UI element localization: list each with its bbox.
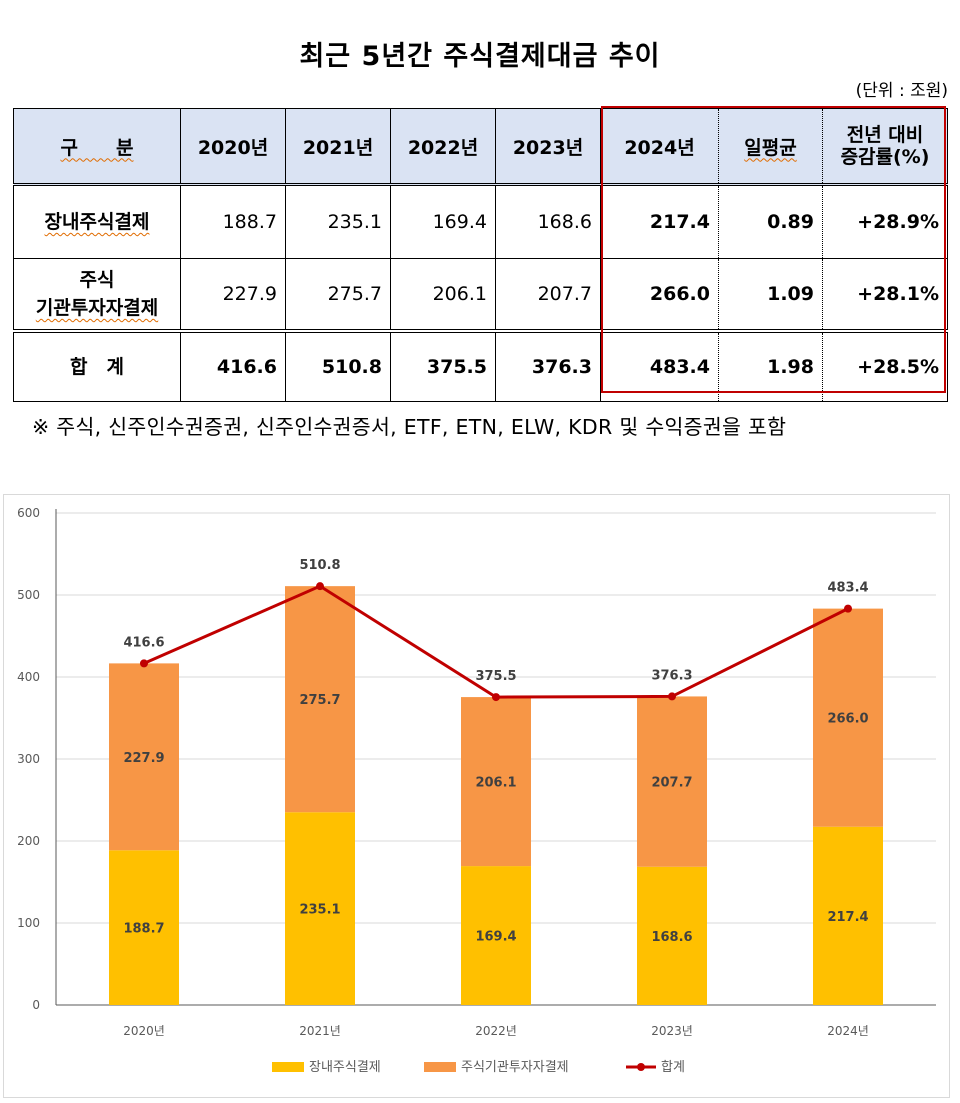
header-year: 2021년 <box>285 108 391 185</box>
footnote: ※ 주식, 신주인수권증권, 신주인수권증서, ETF, ETN, ELW, K… <box>32 415 787 439</box>
data-label: 227.9 <box>123 751 164 766</box>
y-tick-label: 100 <box>17 916 40 930</box>
y-tick-label: 300 <box>17 752 40 766</box>
cell-value: 217.4 <box>600 183 719 259</box>
cell-daily-avg: 0.89 <box>718 183 823 259</box>
x-tick-label: 2022년 <box>475 1024 517 1038</box>
table-row: 장내주식결제 188.7 235.1 169.4 168.6 217.4 0.8… <box>13 183 948 259</box>
bar-segment-institutional <box>461 697 531 867</box>
unit-label: (단위 : 조원) <box>855 81 948 101</box>
total-data-label: 375.5 <box>475 669 516 684</box>
bar-segment-jangnae <box>285 812 355 1005</box>
legend-swatch <box>272 1062 304 1072</box>
cell-value: 376.3 <box>495 329 601 402</box>
total-point <box>140 659 148 668</box>
y-tick-label: 600 <box>17 506 40 520</box>
stats-table: 구 분 2020년 2021년 2022년 2023년 2024년 일평균 전년… <box>13 108 948 402</box>
cell-yoy: +28.5% <box>822 329 948 402</box>
data-label: 207.7 <box>651 776 692 791</box>
cell-value: 188.7 <box>180 183 286 259</box>
header-yoy: 전년 대비 증감률(%) <box>822 108 948 185</box>
y-tick-label: 500 <box>17 588 40 602</box>
cell-value: 227.9 <box>180 258 286 332</box>
y-tick-label: 400 <box>17 670 40 684</box>
cell-value: 375.5 <box>390 329 496 402</box>
data-label: 266.0 <box>827 712 868 727</box>
legend-label: 장내주식결제 <box>309 1060 381 1075</box>
total-point <box>844 604 852 613</box>
table-row: 합 계 416.6 510.8 375.5 376.3 483.4 1.98 +… <box>13 329 948 402</box>
cell-value: 483.4 <box>600 329 719 402</box>
chart-container: 0 100 200 300 400 500 600 188.7 227.9 2020년 235.1 2… <box>3 494 950 1098</box>
header-year: 2024년 <box>600 108 719 185</box>
cell-value: 169.4 <box>390 183 496 259</box>
row-label: 합 계 <box>13 329 181 402</box>
header-category: 구 분 <box>13 108 181 185</box>
cell-yoy: +28.9% <box>822 183 948 259</box>
y-tick-label: 200 <box>17 834 40 848</box>
cell-value: 168.6 <box>495 183 601 259</box>
row-label: 장내주식결제 <box>13 183 181 259</box>
x-tick-label: 2020년 <box>123 1024 165 1038</box>
bar-segment-jangnae <box>461 866 531 1005</box>
data-label: 275.7 <box>299 693 340 708</box>
x-tick-label: 2024년 <box>827 1024 869 1038</box>
bar-segment-institutional <box>637 696 707 867</box>
legend-swatch <box>424 1062 456 1072</box>
cell-yoy: +28.1% <box>822 258 948 332</box>
table-header-row: 구 분 2020년 2021년 2022년 2023년 2024년 일평균 전년… <box>13 108 948 185</box>
data-label: 168.6 <box>651 930 692 945</box>
header-year: 2023년 <box>495 108 601 185</box>
header-daily-avg: 일평균 <box>718 108 823 185</box>
total-data-label: 510.8 <box>299 558 340 573</box>
row-label: 주식 기관투자자결제 <box>13 258 181 332</box>
cell-daily-avg: 1.09 <box>718 258 823 332</box>
data-label: 169.4 <box>475 930 516 945</box>
cell-daily-avg: 1.98 <box>718 329 823 402</box>
data-label: 217.4 <box>827 910 868 925</box>
data-label: 235.1 <box>299 903 340 918</box>
cell-value: 266.0 <box>600 258 719 332</box>
page-title: 최근 5년간 주식결제대금 추이 <box>299 41 661 72</box>
bar-segment-institutional <box>285 586 355 813</box>
total-point <box>668 692 676 701</box>
data-label: 188.7 <box>123 922 164 937</box>
total-data-label: 483.4 <box>827 581 868 596</box>
header-year: 2022년 <box>390 108 496 185</box>
cell-value: 207.7 <box>495 258 601 332</box>
cell-value: 235.1 <box>285 183 391 259</box>
bar-segment-jangnae <box>813 826 883 1005</box>
cell-value: 510.8 <box>285 329 391 402</box>
cell-value: 275.7 <box>285 258 391 332</box>
total-point <box>316 582 324 591</box>
cell-value: 416.6 <box>180 329 286 402</box>
legend-marker <box>637 1063 645 1071</box>
x-tick-label: 2023년 <box>651 1024 693 1038</box>
legend-label: 주식기관투자자결제 <box>461 1060 569 1075</box>
bar-segment-institutional <box>813 608 883 827</box>
data-label: 206.1 <box>475 776 516 791</box>
bar-segment-jangnae <box>637 866 707 1005</box>
y-tick-label: 0 <box>32 998 40 1012</box>
legend-label: 합계 <box>661 1060 685 1075</box>
cell-value: 206.1 <box>390 258 496 332</box>
header-year: 2020년 <box>180 108 286 185</box>
x-tick-label: 2021년 <box>299 1024 341 1038</box>
bar-segment-institutional <box>109 663 179 851</box>
total-data-label: 376.3 <box>651 668 692 683</box>
total-point <box>492 693 500 702</box>
table-row: 주식 기관투자자결제 227.9 275.7 206.1 207.7 266.0… <box>13 258 948 332</box>
total-data-label: 416.6 <box>123 635 164 650</box>
bar-segment-jangnae <box>109 850 179 1005</box>
stacked-bar-line-chart: 0 100 200 300 400 500 600 188.7 227.9 2020년 235.1 2… <box>17 506 936 1075</box>
